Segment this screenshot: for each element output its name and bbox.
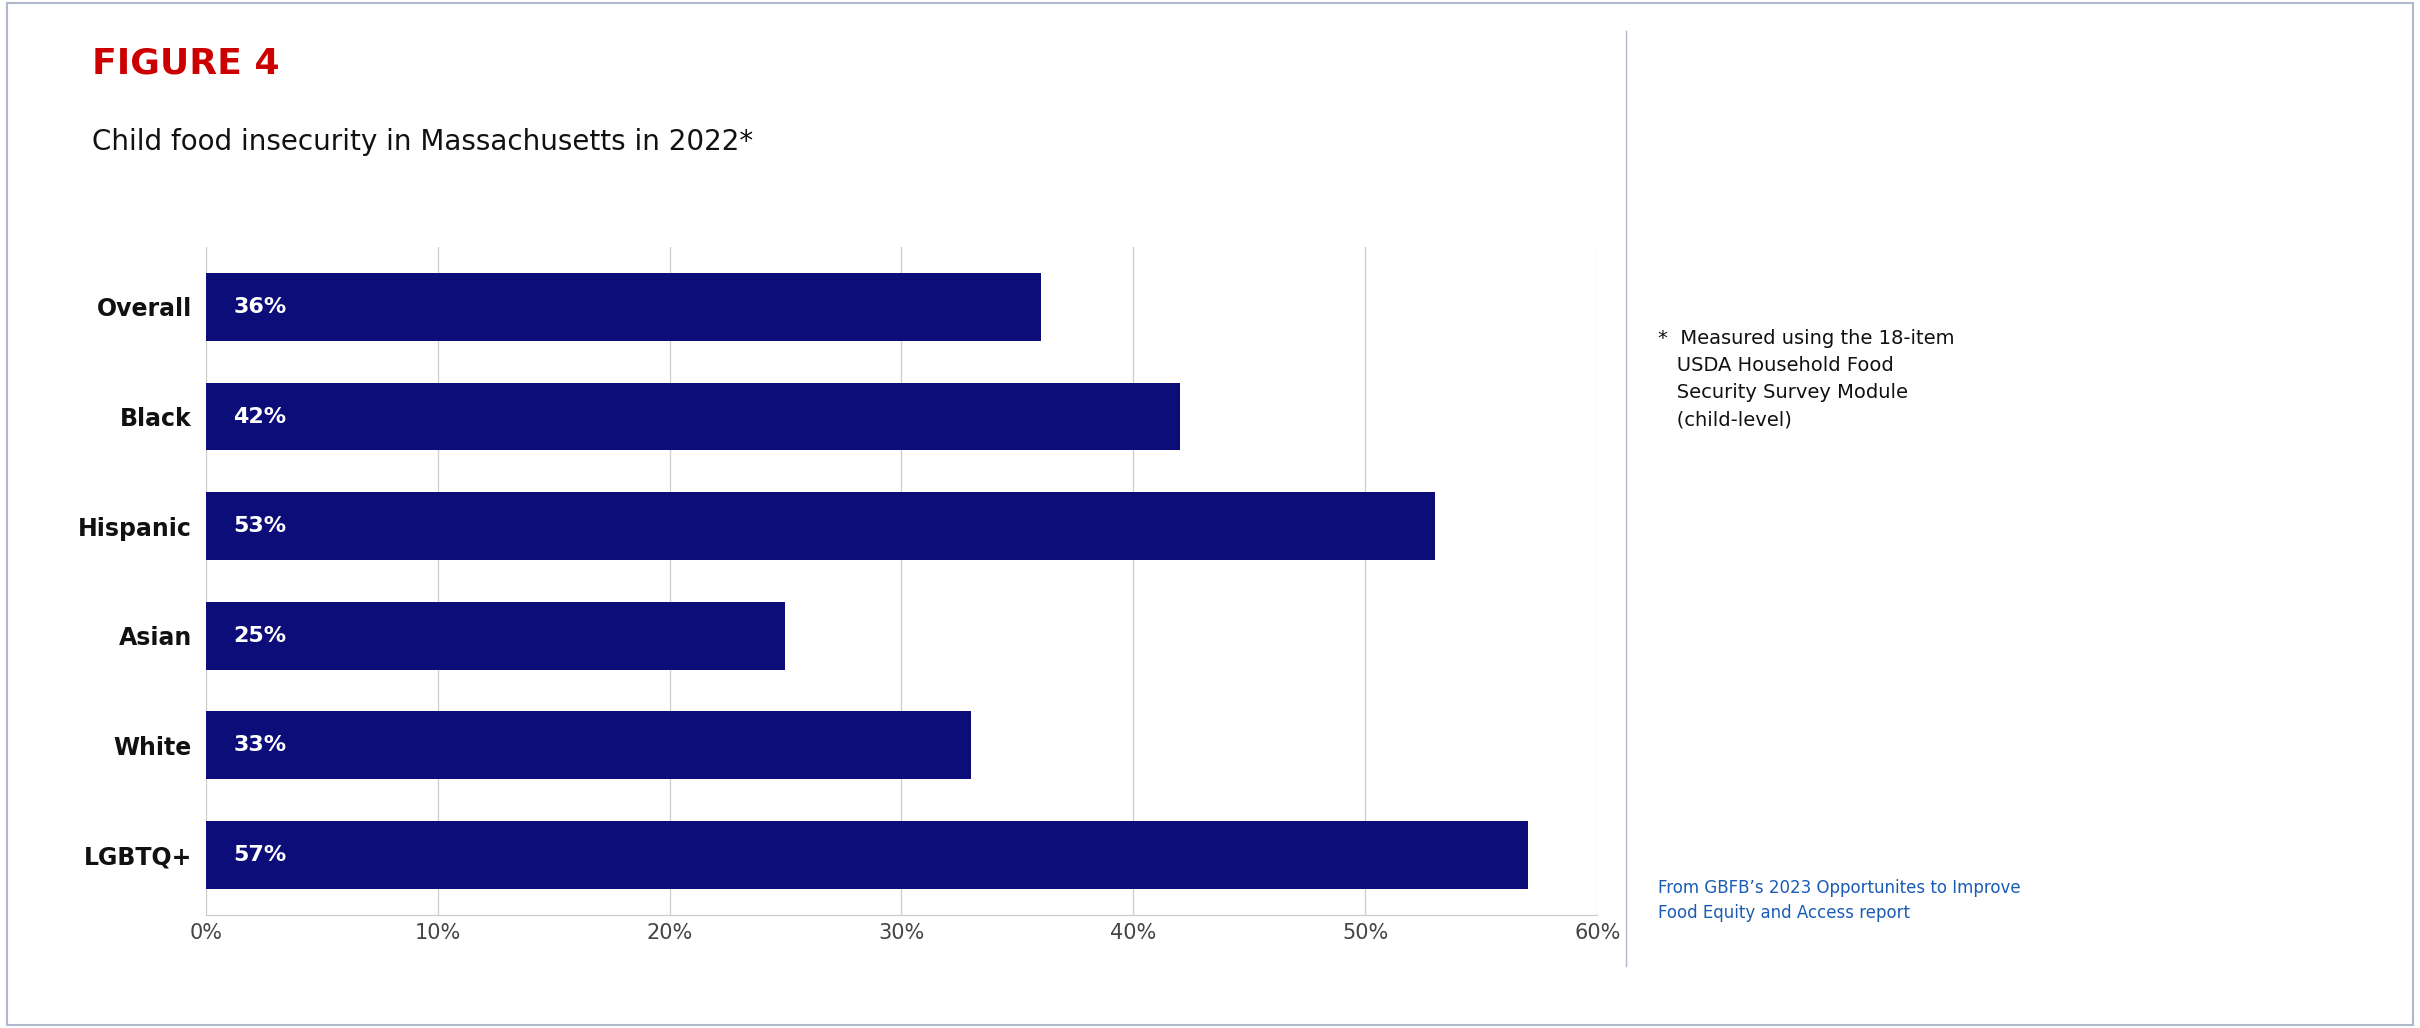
Bar	[206, 601, 786, 669]
Text: 36%: 36%	[232, 297, 288, 317]
Text: 53%: 53%	[232, 516, 286, 536]
Text: 25%: 25%	[232, 626, 286, 646]
Bar	[206, 492, 1435, 560]
Text: From GBFB’s 2023 Opportunites to Improve
Food Equity and Access report: From GBFB’s 2023 Opportunites to Improve…	[1658, 879, 2021, 922]
Text: 42%: 42%	[232, 406, 286, 427]
Text: Child food insecurity in Massachusetts in 2022*: Child food insecurity in Massachusetts i…	[92, 128, 753, 156]
Bar	[206, 711, 970, 779]
Text: *  Measured using the 18-item
   USDA Household Food
   Security Survey Module
 : * Measured using the 18-item USDA Househ…	[1658, 329, 1955, 430]
Bar	[206, 382, 1179, 450]
Text: 57%: 57%	[232, 845, 288, 865]
Bar	[206, 820, 1527, 888]
Text: 33%: 33%	[232, 735, 286, 756]
Text: FIGURE 4: FIGURE 4	[92, 46, 281, 80]
Bar	[206, 273, 1041, 341]
